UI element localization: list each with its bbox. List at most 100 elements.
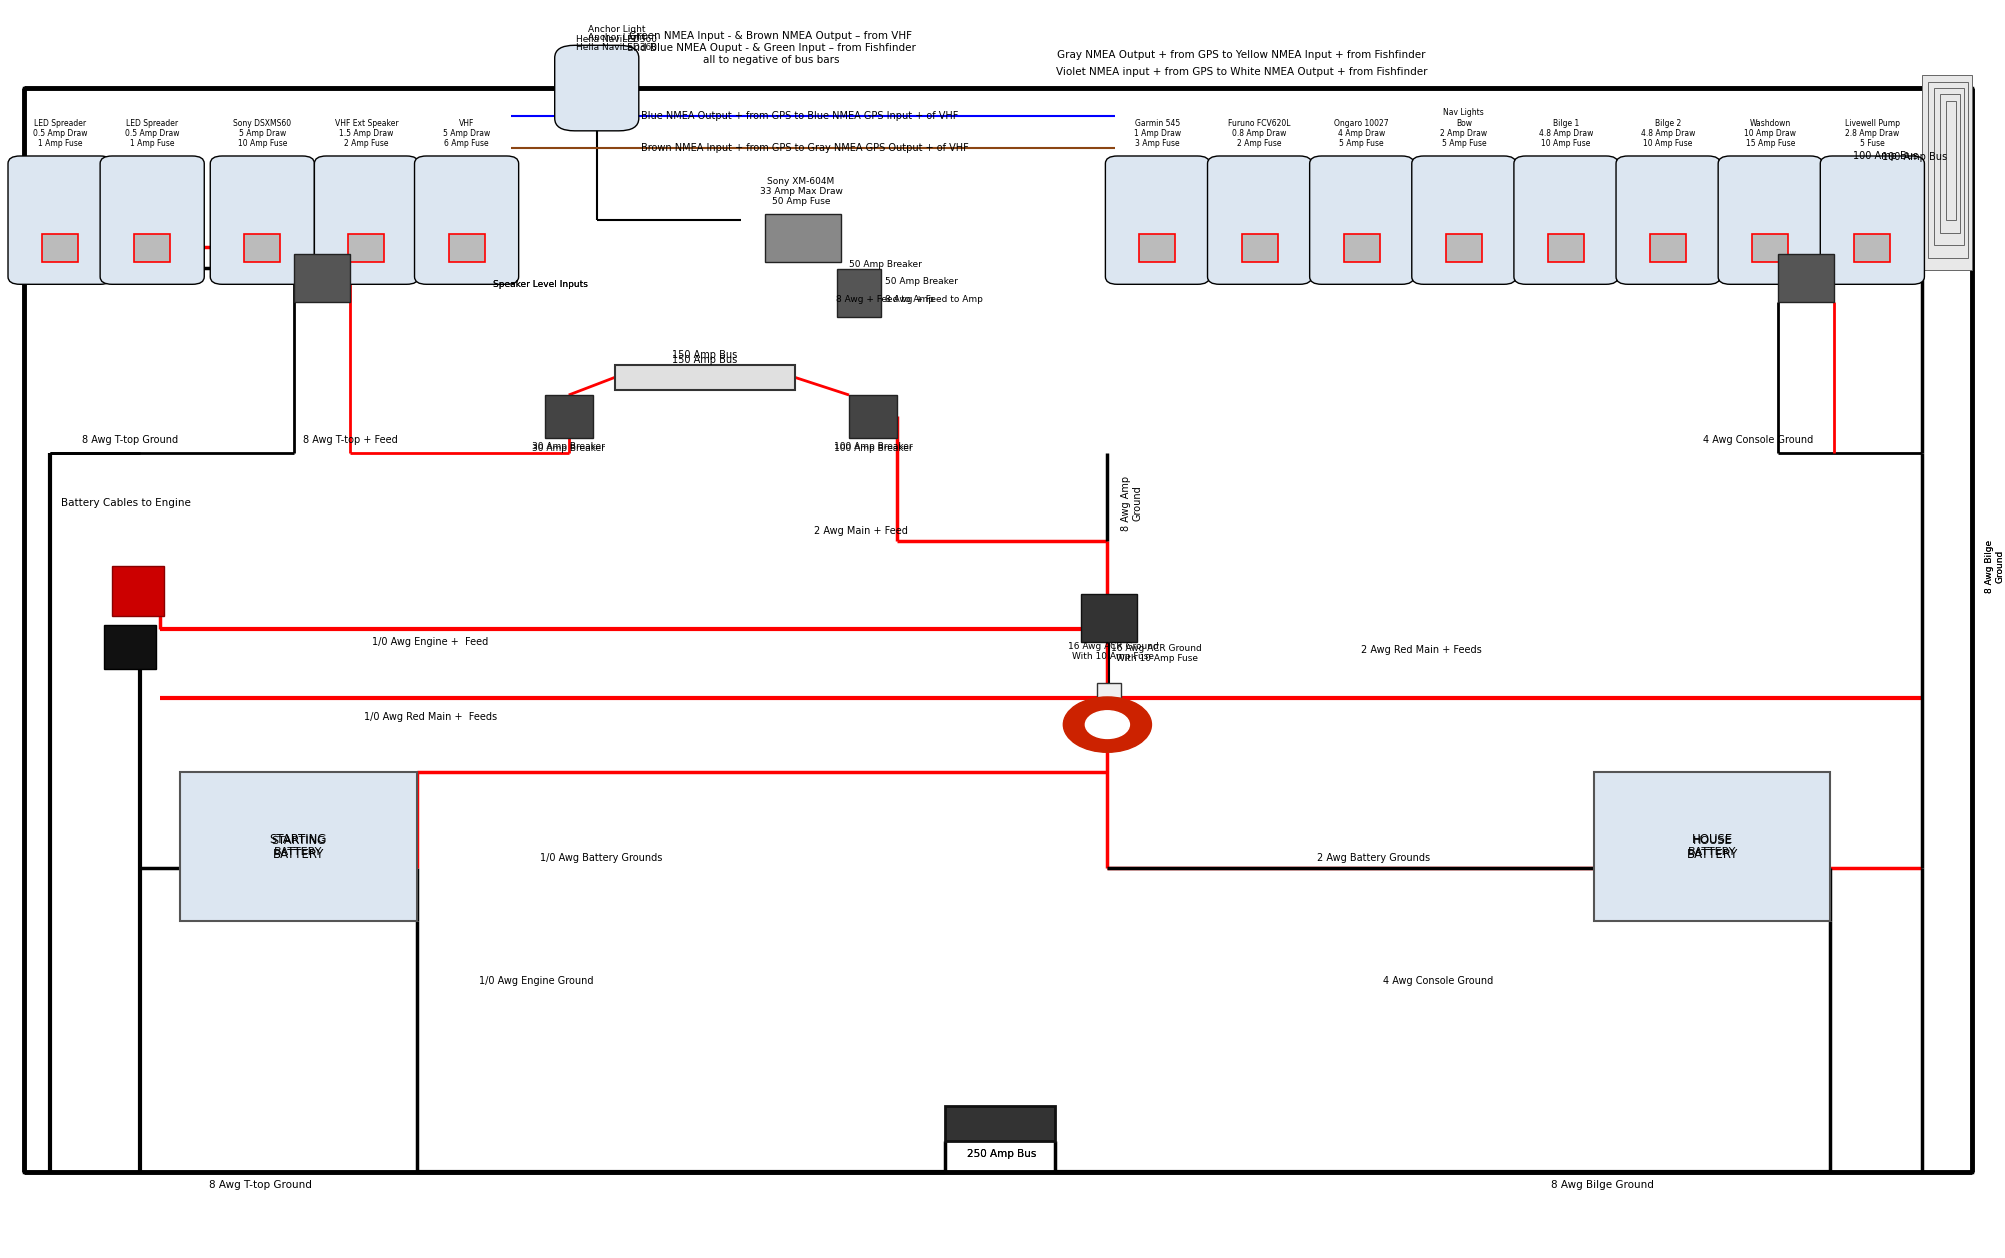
Text: 1/0 Awg Battery Grounds: 1/0 Awg Battery Grounds [539, 853, 662, 863]
Bar [1241, 234, 1277, 262]
Bar [848, 395, 896, 438]
Bar [449, 234, 485, 262]
Text: STARTING
BATTERY: STARTING BATTERY [271, 835, 325, 858]
Text: Nav Lights
Bow
2 Amp Draw
5 Amp Fuse: Nav Lights Bow 2 Amp Draw 5 Amp Fuse [1440, 108, 1486, 148]
Bar [1097, 683, 1121, 715]
Text: Speaker Level Inputs: Speaker Level Inputs [493, 279, 587, 289]
Text: 250 Amp Bus: 250 Amp Bus [966, 1149, 1035, 1159]
Text: Battery Cables to Engine: Battery Cables to Engine [62, 498, 190, 508]
Bar [42, 234, 78, 262]
Text: 8 Awg Bilge
Ground: 8 Awg Bilge Ground [1983, 540, 2003, 593]
Bar [614, 365, 794, 390]
Bar [1548, 234, 1584, 262]
Text: Brown NMEA Input + from GPS to Gray NMEA GPS Output + of VHF: Brown NMEA Input + from GPS to Gray NMEA… [640, 143, 968, 153]
Text: 8 Awg T-top + Feed: 8 Awg T-top + Feed [303, 435, 397, 445]
Text: 100 Amp Bus: 100 Amp Bus [1853, 151, 1917, 161]
Bar [1594, 772, 1829, 921]
Text: 250 Amp Bus: 250 Amp Bus [966, 1149, 1035, 1159]
Text: 150 Amp Bus: 150 Amp Bus [672, 350, 738, 360]
FancyBboxPatch shape [1514, 156, 1618, 284]
FancyBboxPatch shape [8, 156, 112, 284]
FancyBboxPatch shape [211, 156, 315, 284]
Text: Livewell Pump
2.8 Amp Draw
5 Fuse: Livewell Pump 2.8 Amp Draw 5 Fuse [1845, 118, 1899, 148]
Text: Bilge 1
4.8 Amp Draw
10 Amp Fuse: Bilge 1 4.8 Amp Draw 10 Amp Fuse [1538, 118, 1592, 148]
FancyBboxPatch shape [1105, 156, 1209, 284]
FancyBboxPatch shape [315, 156, 419, 284]
Text: 50 Amp Breaker: 50 Amp Breaker [884, 277, 958, 287]
FancyBboxPatch shape [1309, 156, 1414, 284]
Text: Anchor Light
Hella NaviLED360: Anchor Light Hella NaviLED360 [575, 33, 658, 53]
Text: 1/0 Awg Red Main +  Feeds: 1/0 Awg Red Main + Feeds [363, 712, 497, 722]
Bar [1921, 75, 1971, 270]
Bar [1933, 88, 1963, 245]
Bar [944, 1106, 1055, 1141]
Text: Gray NMEA Output + from GPS to Yellow NMEA Input + from Fishfinder: Gray NMEA Output + from GPS to Yellow NM… [1057, 50, 1426, 60]
Text: Violet NMEA input + from GPS to White NMEA Output + from Fishfinder: Violet NMEA input + from GPS to White NM… [1055, 67, 1428, 77]
Bar [180, 772, 417, 921]
Text: LED Spreader
0.5 Amp Draw
1 Amp Fuse: LED Spreader 0.5 Amp Draw 1 Amp Fuse [124, 118, 178, 148]
Text: HOUSE
BATTERY: HOUSE BATTERY [1686, 835, 1736, 858]
FancyBboxPatch shape [1819, 156, 1923, 284]
Text: 8 Awg T-top Ground: 8 Awg T-top Ground [209, 1180, 311, 1190]
Text: Ongaro 10027
4 Amp Draw
5 Amp Fuse: Ongaro 10027 4 Amp Draw 5 Amp Fuse [1333, 118, 1387, 148]
Bar [1939, 94, 1959, 233]
FancyBboxPatch shape [415, 156, 519, 284]
Text: Blue NMEA Output + from GPS to Blue NMEA GPS Input + of VHF: Blue NMEA Output + from GPS to Blue NMEA… [640, 111, 958, 121]
Bar [1853, 234, 1889, 262]
FancyBboxPatch shape [1207, 156, 1311, 284]
Text: 8 Awg T-top Ground: 8 Awg T-top Ground [82, 435, 178, 445]
Text: STARTING
BATTERY: STARTING BATTERY [269, 833, 327, 860]
Text: Anchor Light
Hella NaviLED360: Anchor Light Hella NaviLED360 [575, 25, 658, 44]
Bar [1081, 594, 1137, 642]
Text: HOUSE
BATTERY: HOUSE BATTERY [1686, 833, 1736, 860]
Text: Green NMEA Input - & Brown NMEA Output – from VHF
and Blue NMEA Ouput - & Green : Green NMEA Input - & Brown NMEA Output –… [626, 31, 914, 64]
Bar [112, 566, 164, 616]
Text: 16 Awg ACR Ground
With 10 Amp Fuse: 16 Awg ACR Ground With 10 Amp Fuse [1067, 642, 1159, 662]
Bar [836, 269, 880, 317]
FancyBboxPatch shape [1718, 156, 1821, 284]
Text: 150 Amp Bus: 150 Amp Bus [672, 355, 738, 365]
Bar [1750, 234, 1786, 262]
Bar [1776, 254, 1833, 302]
Text: 100 Amp Breaker: 100 Amp Breaker [834, 442, 912, 452]
Circle shape [1085, 711, 1129, 738]
Bar [1446, 234, 1482, 262]
Text: 16 Awg ACR Ground
With 10 Amp Fuse: 16 Awg ACR Ground With 10 Amp Fuse [1111, 644, 1201, 663]
Bar [545, 395, 591, 438]
Text: 2 Awg Battery Grounds: 2 Awg Battery Grounds [1317, 853, 1430, 863]
Text: Furuno FCV620L
0.8 Amp Draw
2 Amp Fuse: Furuno FCV620L 0.8 Amp Draw 2 Amp Fuse [1227, 118, 1289, 148]
Text: 1/0 Awg Engine +  Feed: 1/0 Awg Engine + Feed [373, 637, 489, 647]
Bar [104, 625, 156, 669]
Text: 8 Awg Bilge Ground: 8 Awg Bilge Ground [1550, 1180, 1652, 1190]
Circle shape [1063, 697, 1151, 752]
Text: 8 Awg Amp
Ground: 8 Awg Amp Ground [1121, 476, 1141, 531]
Bar [1945, 101, 1955, 220]
Text: 8 Awg + Feed to Amp: 8 Awg + Feed to Amp [884, 294, 982, 304]
Text: Bilge 2
4.8 Amp Draw
10 Amp Fuse: Bilge 2 4.8 Amp Draw 10 Amp Fuse [1640, 118, 1694, 148]
Text: 4 Awg Console Ground: 4 Awg Console Ground [1381, 976, 1492, 986]
Text: Sony XM-604M
33 Amp Max Draw
50 Amp Fuse: Sony XM-604M 33 Amp Max Draw 50 Amp Fuse [760, 176, 842, 206]
Text: 100 Amp Breaker: 100 Amp Breaker [834, 444, 912, 453]
Text: 100 Amp Bus: 100 Amp Bus [1881, 152, 1947, 162]
Text: 8 Awg Bilge
Ground: 8 Awg Bilge Ground [1983, 540, 2003, 593]
Text: Washdown
10 Amp Draw
15 Amp Fuse: Washdown 10 Amp Draw 15 Amp Fuse [1744, 118, 1794, 148]
Text: VHF
5 Amp Draw
6 Amp Fuse: VHF 5 Amp Draw 6 Amp Fuse [443, 118, 489, 148]
FancyBboxPatch shape [1412, 156, 1516, 284]
Text: 2 Awg Main + Feed: 2 Awg Main + Feed [814, 526, 908, 536]
Text: 8 Awg + Feed to Amp: 8 Awg + Feed to Amp [836, 294, 934, 304]
FancyBboxPatch shape [555, 45, 638, 131]
Text: 50 Amp Breaker: 50 Amp Breaker [848, 259, 920, 269]
Bar [349, 234, 385, 262]
Text: 30 Amp Breaker: 30 Amp Breaker [531, 444, 606, 453]
FancyBboxPatch shape [100, 156, 205, 284]
Text: 4 Awg Console Ground: 4 Awg Console Ground [1702, 435, 1813, 445]
Text: Sony DSXMS60
5 Amp Draw
10 Amp Fuse: Sony DSXMS60 5 Amp Draw 10 Amp Fuse [233, 118, 291, 148]
Bar [134, 234, 170, 262]
Bar [295, 254, 351, 302]
Bar [1650, 234, 1686, 262]
Bar [764, 214, 840, 262]
Bar [1343, 234, 1379, 262]
Text: Garmin 545
1 Amp Draw
3 Amp Fuse: Garmin 545 1 Amp Draw 3 Amp Fuse [1133, 118, 1181, 148]
FancyBboxPatch shape [1616, 156, 1720, 284]
Text: 2 Awg Red Main + Feeds: 2 Awg Red Main + Feeds [1361, 645, 1482, 655]
